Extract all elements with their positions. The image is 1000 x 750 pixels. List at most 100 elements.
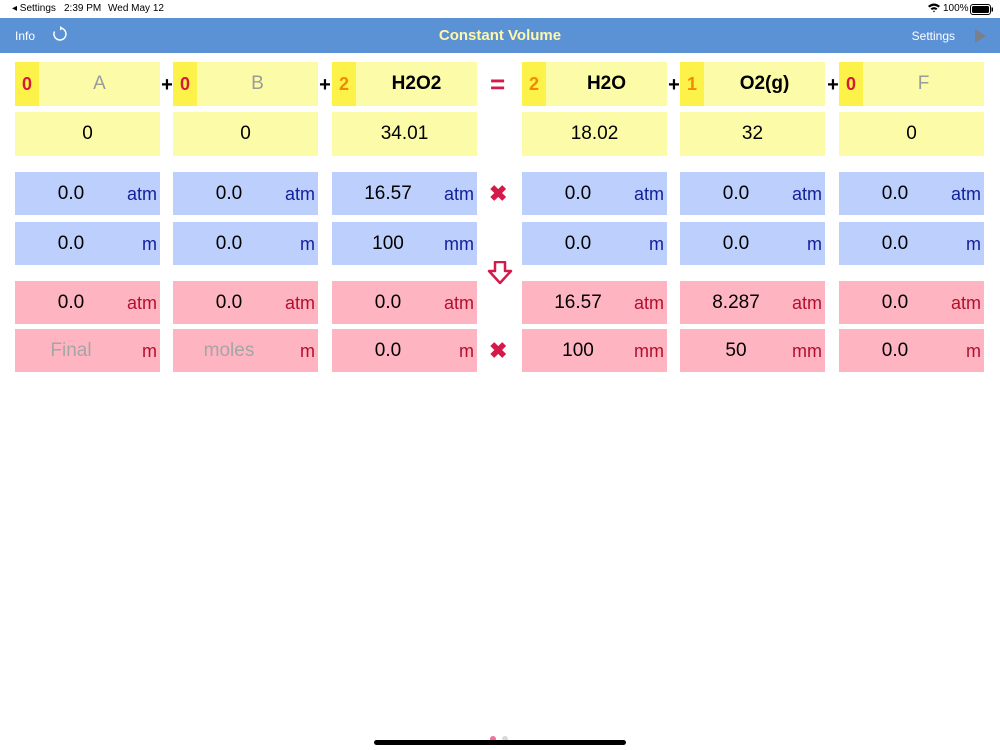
coefficient[interactable]: 2: [332, 62, 356, 106]
initial-moles-cell[interactable]: 0.0 m: [680, 222, 825, 265]
initial-pressure-value[interactable]: 0.0: [881, 183, 909, 204]
initial-pressure-unit[interactable]: atm: [284, 184, 315, 204]
initial-pressure-value[interactable]: 16.57: [364, 183, 412, 204]
page-dot-active[interactable]: [490, 736, 496, 742]
initial-moles-unit[interactable]: m: [142, 234, 157, 254]
coefficient[interactable]: 2: [522, 62, 546, 106]
initial-moles-value[interactable]: 0.0: [57, 233, 85, 254]
final-moles-value[interactable]: 0.0: [881, 340, 909, 361]
initial-moles-unit[interactable]: m: [649, 234, 664, 254]
final-moles-unit[interactable]: m: [459, 341, 474, 361]
initial-pressure-unit[interactable]: atm: [791, 184, 822, 204]
initial-pressure-cell[interactable]: 0.0 atm: [173, 172, 318, 215]
final-moles-cell[interactable]: moles m: [173, 329, 318, 372]
final-moles-unit[interactable]: m: [966, 341, 981, 361]
initial-moles-cell[interactable]: 0.0 m: [15, 222, 160, 265]
species-name[interactable]: O2(g): [739, 73, 790, 94]
final-moles-unit[interactable]: mm: [634, 341, 664, 361]
down-arrow-icon[interactable]: [487, 260, 513, 290]
final-pressure-value[interactable]: 0.0: [57, 292, 85, 313]
initial-pressure-value[interactable]: 0.0: [722, 183, 750, 204]
initial-pressure-cell[interactable]: 0.0 atm: [15, 172, 160, 215]
initial-moles-value[interactable]: 0.0: [722, 233, 750, 254]
back-to-settings[interactable]: ◂ Settings: [12, 3, 56, 14]
final-pressure-value[interactable]: 16.57: [554, 292, 602, 313]
final-pressure-value[interactable]: 8.287: [712, 292, 760, 313]
final-moles-cell[interactable]: 0.0 m: [332, 329, 477, 372]
final-pressure-value[interactable]: 0.0: [881, 292, 909, 313]
final-moles-cell[interactable]: 0.0 m: [839, 329, 984, 372]
final-moles-unit[interactable]: m: [142, 341, 157, 361]
page-dot[interactable]: [502, 736, 508, 742]
species-name[interactable]: H2O2: [391, 73, 442, 94]
page-indicator[interactable]: [490, 729, 514, 747]
refresh-icon[interactable]: [52, 26, 68, 42]
final-moles-cell[interactable]: 50 mm: [680, 329, 825, 372]
play-icon[interactable]: [975, 29, 986, 43]
initial-pressure-unit[interactable]: atm: [950, 184, 981, 204]
molar-mass-cell[interactable]: 0: [15, 112, 160, 156]
species-name[interactable]: F: [917, 73, 930, 94]
final-pressure-unit[interactable]: atm: [126, 293, 157, 313]
initial-pressure-cell[interactable]: 0.0 atm: [839, 172, 984, 215]
final-pressure-cell[interactable]: 0.0 atm: [173, 281, 318, 324]
species-name[interactable]: B: [251, 73, 264, 94]
initial-moles-value[interactable]: 0.0: [564, 233, 592, 254]
initial-moles-cell[interactable]: 100 mm: [332, 222, 477, 265]
molar-mass-cell[interactable]: 34.01: [332, 112, 477, 156]
final-pressure-cell[interactable]: 0.0 atm: [15, 281, 160, 324]
final-moles-value[interactable]: 50: [725, 340, 747, 361]
initial-moles-cell[interactable]: 0.0 m: [173, 222, 318, 265]
molar-mass-cell[interactable]: 18.02: [522, 112, 667, 156]
initial-moles-value[interactable]: 100: [372, 233, 404, 254]
initial-pressure-unit[interactable]: atm: [443, 184, 474, 204]
coefficient[interactable]: 0: [839, 62, 863, 106]
species-name-cell[interactable]: 2 H2O2: [332, 62, 477, 106]
final-moles-value[interactable]: 0.0: [374, 340, 402, 361]
initial-moles-unit[interactable]: m: [966, 234, 981, 254]
initial-pressure-cell[interactable]: 0.0 atm: [522, 172, 667, 215]
final-moles-value[interactable]: moles: [203, 340, 255, 361]
initial-moles-unit[interactable]: m: [300, 234, 315, 254]
initial-pressure-unit[interactable]: atm: [633, 184, 664, 204]
final-pressure-value[interactable]: 0.0: [374, 292, 402, 313]
final-pressure-cell[interactable]: 8.287 atm: [680, 281, 825, 324]
molar-mass-cell[interactable]: 0: [173, 112, 318, 156]
initial-pressure-value[interactable]: 0.0: [215, 183, 243, 204]
initial-moles-unit[interactable]: mm: [444, 234, 474, 254]
initial-moles-value[interactable]: 0.0: [215, 233, 243, 254]
home-indicator[interactable]: [374, 740, 626, 745]
final-pressure-value[interactable]: 0.0: [215, 292, 243, 313]
species-name[interactable]: A: [93, 73, 106, 94]
initial-moles-unit[interactable]: m: [807, 234, 822, 254]
species-name-cell[interactable]: 2 H2O: [522, 62, 667, 106]
initial-moles-cell[interactable]: 0.0 m: [839, 222, 984, 265]
final-moles-cell[interactable]: 100 mm: [522, 329, 667, 372]
final-pressure-unit[interactable]: atm: [950, 293, 981, 313]
settings-button[interactable]: Settings: [911, 29, 955, 43]
species-name[interactable]: H2O: [586, 73, 627, 94]
final-pressure-cell[interactable]: 0.0 atm: [839, 281, 984, 324]
final-pressure-unit[interactable]: atm: [791, 293, 822, 313]
final-moles-value[interactable]: 100: [562, 340, 594, 361]
final-pressure-cell[interactable]: 16.57 atm: [522, 281, 667, 324]
initial-pressure-value[interactable]: 0.0: [564, 183, 592, 204]
info-button[interactable]: Info: [15, 29, 36, 43]
coefficient[interactable]: 0: [173, 62, 197, 106]
initial-pressure-unit[interactable]: atm: [126, 184, 157, 204]
final-moles-value[interactable]: Final: [50, 340, 92, 361]
species-name-cell[interactable]: 1 O2(g): [680, 62, 825, 106]
final-pressure-unit[interactable]: atm: [443, 293, 474, 313]
initial-pressure-value[interactable]: 0.0: [57, 183, 85, 204]
final-moles-unit[interactable]: m: [300, 341, 315, 361]
initial-moles-cell[interactable]: 0.0 m: [522, 222, 667, 265]
initial-pressure-cell[interactable]: 0.0 atm: [680, 172, 825, 215]
final-pressure-unit[interactable]: atm: [284, 293, 315, 313]
final-moles-unit[interactable]: mm: [792, 341, 822, 361]
molar-mass-cell[interactable]: 32: [680, 112, 825, 156]
molar-mass-cell[interactable]: 0: [839, 112, 984, 156]
initial-moles-value[interactable]: 0.0: [881, 233, 909, 254]
